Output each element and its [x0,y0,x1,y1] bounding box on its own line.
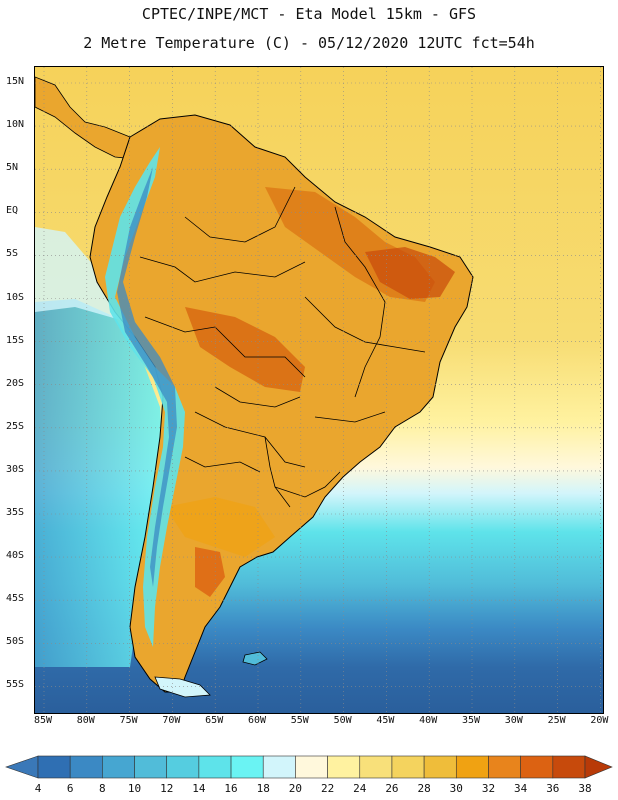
colorbar-box [69,755,103,779]
colorbar-box [37,755,71,779]
colorbar-tick-label: 10 [127,782,142,795]
colorbar-tick-label: 24 [353,782,367,795]
lat-tick-label: 50S [6,636,25,648]
colorbar-tick-label: 6 [66,782,74,795]
hot-region-patagonia [195,547,225,597]
lat-tick-label: 10S [6,291,25,303]
colorbar-box [198,755,232,779]
tierra-del-fuego [154,676,211,698]
lat-tick-label: 10N [6,119,25,131]
colorbar-box [455,755,489,779]
colorbar-box [423,755,457,779]
colorbar-tick-label: 30 [449,782,463,795]
hot-region-central [185,307,305,392]
colorbar-tick-label: 4 [34,782,42,795]
map-subtitle: 2 Metre Temperature (C) - 05/12/2020 12U… [83,34,535,52]
lon-tick-label: 55W [290,715,309,726]
lat-lon-grid [35,67,603,713]
colorbar-box [552,755,586,779]
lat-tick-label: 45S [6,593,25,605]
lat-tick-label: EQ [6,205,19,217]
lat-tick-label: 15S [6,334,25,346]
lat-tick-label: 35S [6,507,25,518]
lon-tick-label: 60W [247,715,267,726]
colorbar-box [102,755,135,779]
colorbar-box [359,755,393,779]
country-borders [139,186,426,508]
map-canvas [35,67,603,713]
falkland-islands [242,651,268,666]
lat-tick-label: 25S [6,420,25,432]
map-title: CPTEC/INPE/MCT - Eta Model 15km - GFS [141,5,477,23]
lat-tick-label: 40S [6,550,25,562]
lon-tick-label: 30W [504,715,523,726]
lat-tick-label: 15N [6,76,25,87]
lat-tick-label: 30S [6,463,25,475]
colorbar-box [166,755,200,779]
temperature-colorbar [5,755,613,779]
colorbar-box [262,755,296,779]
lon-tick-label: 35W [461,715,481,726]
andes-cold-spine [105,147,185,647]
lon-tick-label: 40W [419,715,438,726]
andes-core [117,167,177,587]
colorbar-tick-label: 22 [320,782,335,795]
lat-tick-label: 5N [6,162,19,174]
lon-tick-label: 20W [590,715,609,726]
colorbar-tick-label: 38 [578,782,592,795]
colorbar-box [327,755,361,779]
lon-tick-label: 80W [76,715,95,726]
lon-tick-label: 50W [333,715,352,726]
colorbar-tick-label: 32 [481,782,496,795]
lon-tick-label: 70W [162,715,181,726]
colorbar-box [134,755,168,779]
lon-tick-label: 85W [33,715,53,726]
pacific-cold-current [35,299,165,667]
lon-tick-label: 65W [205,715,224,726]
colorbar-box [391,755,425,779]
colorbar-arrow-low [5,755,39,779]
lat-tick-label: 55S [6,679,25,691]
colorbar-box [230,755,264,779]
colorbar-tick-label: 34 [514,782,528,795]
lon-tick-label: 45W [376,715,395,726]
colorbar-tick-label: 16 [224,782,238,795]
colorbar-tick-label: 18 [256,782,270,795]
colorbar-box [295,755,328,779]
colorbar-tick-label: 36 [546,782,560,795]
lon-tick-label: 25W [547,715,566,726]
hot-region-east [365,247,455,299]
colorbar-tick-label: 20 [288,782,303,795]
colorbar-box [488,755,521,779]
lat-tick-label: 5S [6,248,19,260]
colorbar-tick-label: 28 [417,782,431,795]
colorbar-tick-label: 8 [99,782,106,795]
colorbar-tick-label: 12 [160,782,174,795]
colorbar-box [520,755,554,779]
temperature-map [34,66,604,714]
colorbar-arrow-high [584,755,613,779]
warm-region-south [165,497,275,557]
colorbar-tick-label: 14 [192,782,206,795]
lon-tick-label: 75W [119,715,138,726]
lat-tick-label: 20S [6,377,25,389]
colorbar-tick-label: 26 [385,782,399,795]
